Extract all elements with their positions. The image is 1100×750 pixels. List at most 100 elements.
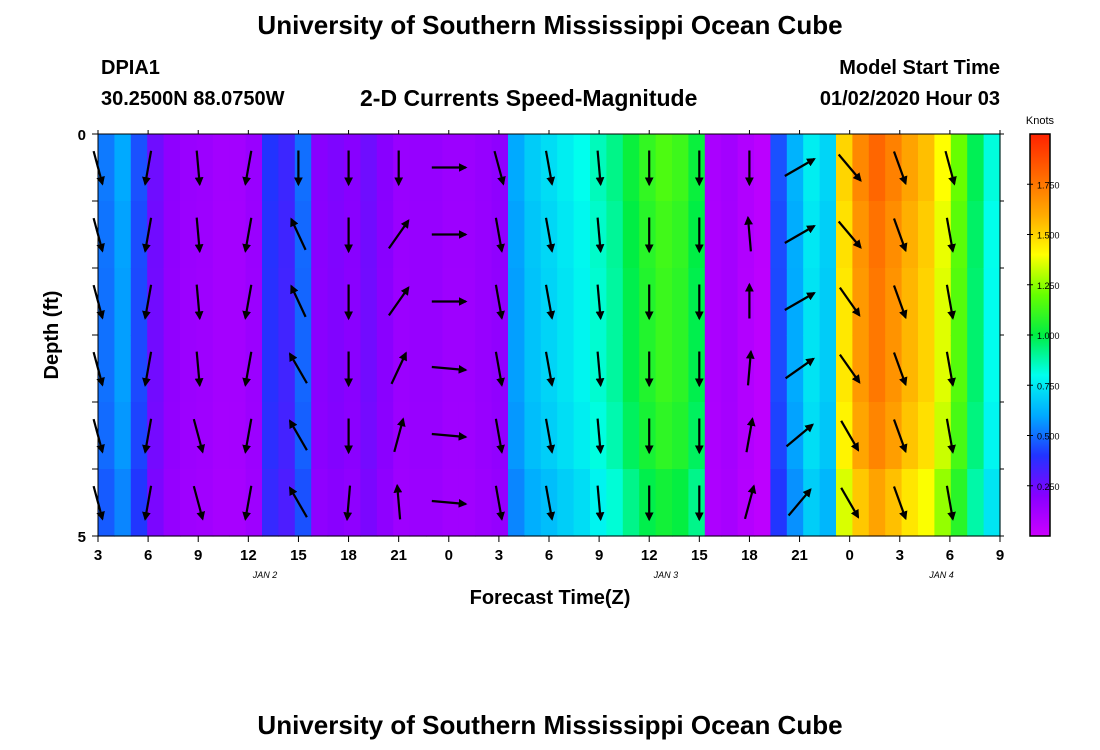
current-vector-arrow <box>290 284 307 318</box>
heatmap-cell <box>704 469 722 537</box>
heatmap-cell <box>229 402 247 470</box>
heatmap-cell <box>836 268 853 336</box>
heatmap-cell <box>393 402 411 470</box>
heatmap-cell <box>114 134 132 202</box>
heatmap-cell <box>967 469 985 537</box>
heatmap-cell <box>721 469 739 537</box>
heatmap-cell <box>688 469 706 537</box>
heatmap-cell <box>852 201 870 269</box>
current-vector-arrow <box>493 150 506 186</box>
heatmap-cell <box>868 402 886 470</box>
heatmap-cell <box>393 335 411 403</box>
heatmap-cell <box>655 335 673 403</box>
heatmap-cell <box>803 268 821 336</box>
current-vector-arrow <box>745 417 756 453</box>
heatmap-cell <box>737 201 755 269</box>
heatmap-cell <box>360 134 378 202</box>
heatmap-cell <box>754 268 771 336</box>
heatmap-cell <box>491 268 509 336</box>
current-vector-arrow <box>892 352 908 387</box>
heatmap-cell <box>393 134 411 202</box>
heatmap-cell <box>639 402 657 470</box>
current-vector-arrow <box>431 431 468 441</box>
current-vector-arrow <box>544 485 556 521</box>
heatmap-cell <box>983 268 1001 336</box>
heatmap-cell <box>983 335 1001 403</box>
heatmap-cell <box>229 201 247 269</box>
heatmap-cell <box>278 469 296 537</box>
current-vector-arrow <box>142 351 153 387</box>
heatmap-cell <box>229 469 247 537</box>
colorbar-tick-label: 0.500 <box>1037 432 1060 442</box>
heatmap-cell <box>163 201 181 269</box>
heatmap-cell <box>983 134 1001 202</box>
heatmap-cell <box>918 335 935 403</box>
current-vector-arrow <box>142 150 153 186</box>
x-tick-label: 6 <box>144 547 152 564</box>
heatmap-cell <box>819 134 837 202</box>
current-vector-arrow <box>142 418 153 454</box>
heatmap-cell <box>655 201 673 269</box>
heatmap-cell <box>114 469 132 537</box>
heatmap-cell <box>262 469 279 537</box>
heatmap-cell <box>639 268 657 336</box>
chart-title-top: University of Southern Mississippi Ocean… <box>257 10 843 40</box>
heatmap-cell <box>672 402 689 470</box>
heatmap-cell <box>688 335 706 403</box>
current-vector-arrow <box>194 351 204 388</box>
heatmap-cell <box>114 335 132 403</box>
current-vector-arrow <box>494 284 505 320</box>
heatmap-cell <box>327 268 345 336</box>
current-vector-arrow <box>595 418 605 455</box>
heatmap-cell <box>672 335 689 403</box>
heatmap-cell <box>688 201 706 269</box>
heatmap-cell <box>344 134 361 202</box>
heatmap-cell <box>885 268 903 336</box>
heatmap-cell <box>704 201 722 269</box>
heatmap-cell <box>98 134 115 202</box>
heatmap-cell <box>721 268 739 336</box>
colorbar-tick-label: 0.250 <box>1037 482 1060 492</box>
heatmap-cell <box>557 335 575 403</box>
heatmap-cell <box>622 335 640 403</box>
heatmap-cell <box>639 201 657 269</box>
heatmap-cell <box>573 402 591 470</box>
heatmap-cell <box>934 134 952 202</box>
heatmap-cell <box>786 335 804 403</box>
current-vector-arrow <box>595 150 605 187</box>
heatmap-cell <box>524 268 542 336</box>
x-tick-label: 15 <box>290 547 307 564</box>
heatmap-cell <box>573 268 591 336</box>
current-vector-arrow <box>387 219 410 250</box>
heatmap-cell <box>163 134 181 202</box>
colorbar-tick-label: 0.750 <box>1037 381 1060 391</box>
heatmap-cell <box>557 402 575 470</box>
heatmap-cell <box>98 469 115 537</box>
heatmap-cell <box>885 469 903 537</box>
heatmap-cell <box>114 268 132 336</box>
heatmap-cell <box>672 268 689 336</box>
heatmap-cell <box>294 201 312 269</box>
current-vector-arrow <box>544 351 556 387</box>
heatmap-cell <box>262 268 279 336</box>
current-vector-arrow <box>784 158 816 177</box>
heatmap-cell <box>426 469 443 537</box>
heatmap-cell <box>606 335 624 403</box>
heatmap-cell <box>393 268 411 336</box>
heatmap-cell <box>294 402 312 470</box>
heatmap-cell <box>409 134 427 202</box>
current-vector-arrow <box>393 483 403 520</box>
heatmap-cell <box>344 335 361 403</box>
heatmap-cell <box>803 402 821 470</box>
current-vector-arrow <box>544 418 556 454</box>
heatmap-cell <box>770 201 788 269</box>
heatmap-cell <box>344 268 361 336</box>
heatmap-cell <box>885 402 903 470</box>
current-vector-arrow <box>892 218 908 253</box>
heatmap-cell <box>98 201 115 269</box>
heatmap-cell <box>950 134 968 202</box>
heatmap-cell <box>868 469 886 537</box>
heatmap-cell <box>573 469 591 537</box>
current-vector-arrow <box>242 351 253 387</box>
